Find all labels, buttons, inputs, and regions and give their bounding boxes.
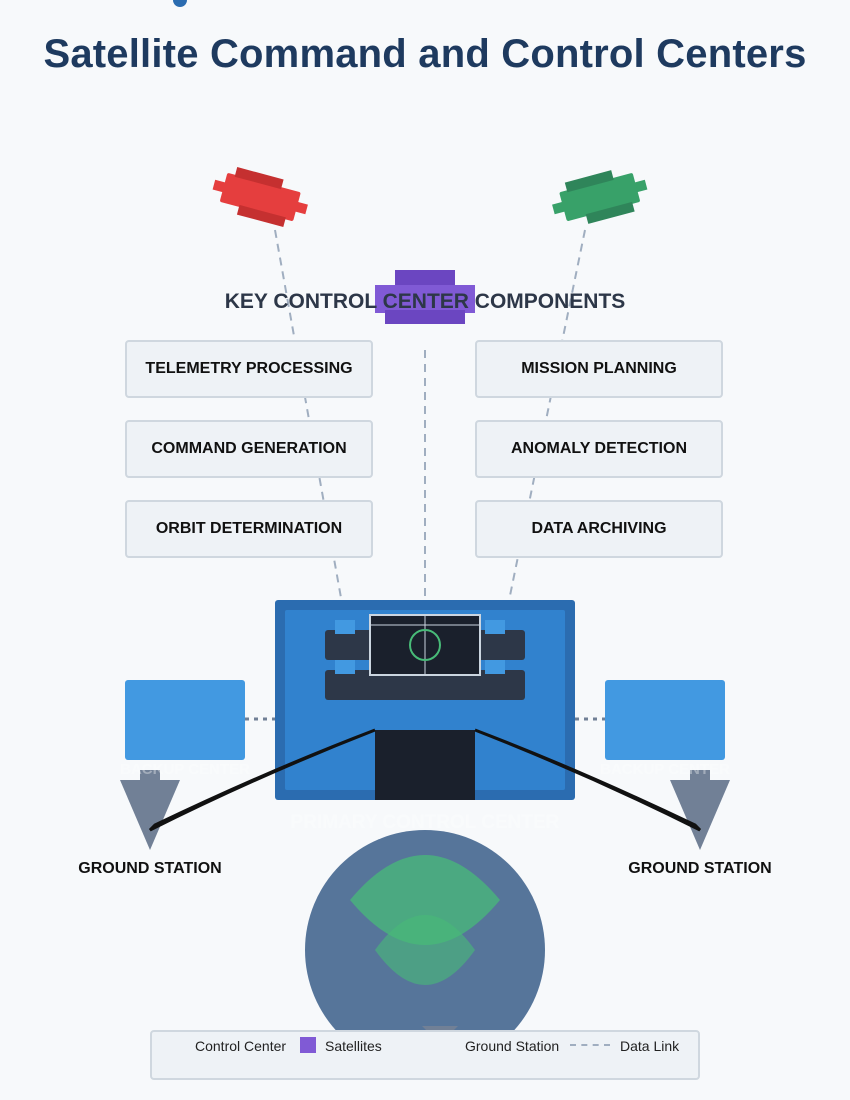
primary-control-center-label: PRIMARY CONTROL CENTER [290,812,560,833]
legend-ground-station: Ground Station [465,1038,560,1054]
component-anomaly-detection: ANOMALY DETECTION [475,420,723,478]
top-dot [173,0,187,7]
legend [150,1030,700,1080]
green-satellite-icon [552,170,648,224]
ground-station-left-label: GROUND STATION [78,860,222,877]
backup-center-left-icon [125,680,245,760]
component-mission-planning: MISSION PLANNING [475,340,723,398]
component-data-archiving: DATA ARCHIVING [475,500,723,558]
legend-data-link-swatch [570,1044,610,1046]
ground-station-left-icon [120,770,180,850]
components-title: KEY CONTROL CENTER COMPONENTS [224,290,626,313]
legend-satellites-swatch [300,1037,316,1053]
ground-link-left [148,728,376,832]
ground-link-right [474,728,702,832]
purple-satellite-icon [375,270,475,324]
ground-station-right-icon [670,770,730,850]
component-orbit-determination: ORBIT DETERMINATION [125,500,373,558]
backup-center-right-icon [605,680,725,760]
component-telemetry-processing: TELEMETRY PROCESSING [125,340,373,398]
earth-icon [305,830,545,1070]
primary-control-center-icon [275,600,575,800]
page-title: Satellite Command and Control Centers [43,32,807,76]
ground-station-right-label: GROUND STATION [628,860,772,877]
backup-center-right-label: BACKUP CENTER [600,761,730,778]
legend-data-link: Data Link [620,1038,680,1054]
legend-satellites: Satellites [325,1038,382,1054]
red-satellite-icon [212,167,308,228]
legend-control-center: Control Center [195,1038,287,1054]
component-command-generation: COMMAND GENERATION [125,420,373,478]
backup-center-left-label: BACKUP CENTER [120,761,250,778]
